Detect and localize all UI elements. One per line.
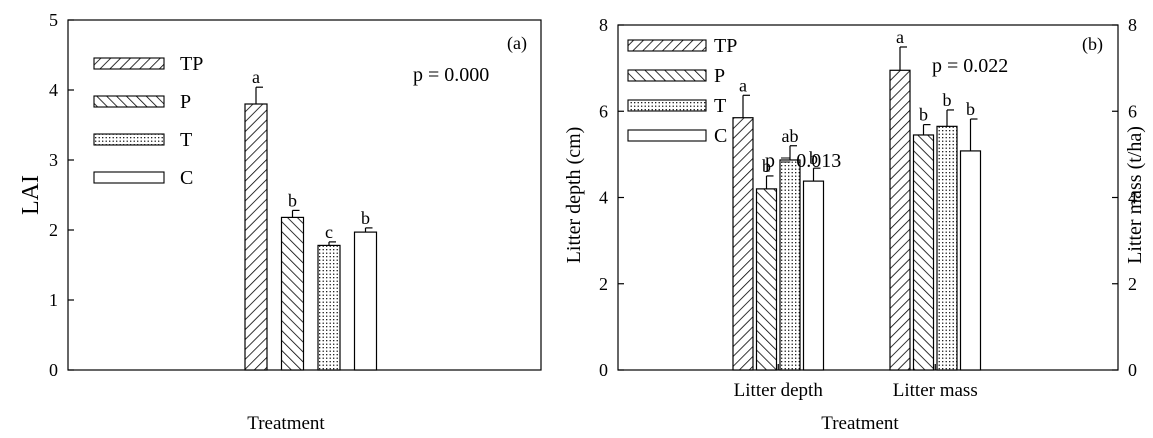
panel-b-p-value-0: p = 0.013 [765,150,841,172]
legend-swatch-b-TP [627,39,707,52]
panel-b-right-y-tick-label: 4 [1128,188,1137,208]
panel-b-p-value-1: p = 0.022 [932,55,1008,77]
panel-a-y-axis-label: LAI [18,175,44,215]
panel-a-bars: a b c b [244,67,378,371]
panel-a-x-axis-label: Treatment [247,413,325,434]
significance-letter-b-0-TP: a [739,75,747,95]
significance-letter-b-0-C: b [809,148,818,168]
panel-b-right-y-tick-label: 0 [1128,360,1137,380]
legend-swatch-a-C [93,171,165,184]
legend-swatch-b-P [627,69,707,82]
panel-b-right-y-tick-label: 6 [1128,101,1137,121]
significance-letter-a-C: b [361,208,370,228]
bar-b-1-TP [889,69,911,371]
significance-letter-b-0-T: ab [782,126,799,146]
significance-letter-a-T: c [325,222,333,242]
legend-label-a-C: C [180,167,193,189]
legend-swatch-b-C [627,129,707,142]
panel-b-right-y-tick-label: 8 [1128,15,1137,35]
panel-a-y-ticks: 0 1 2 3 4 5 [49,10,74,380]
panel-a-y-tick-label: 1 [49,290,58,310]
bar-a-TP [244,103,268,371]
legend-swatch-a-TP [93,57,165,70]
significance-letter-b-1-T: b [943,90,952,110]
bar-b-1-T [936,125,958,371]
panel-a-plot-frame [67,19,542,371]
panel-b-categories: Litter depth Litter mass [734,364,978,401]
significance-letter-b-1-P: b [919,105,928,125]
bar-b-0-P [755,188,778,371]
bar-a-C [353,231,378,371]
significance-letter-b-1-C: b [966,99,975,119]
significance-letter-b-1-TP: a [896,27,904,47]
panel-a-p-value: p = 0.000 [413,64,489,86]
panel-b-left-y-tick-label: 0 [599,360,608,380]
bar-b-1-C [959,150,982,371]
legend-label-a-TP: TP [180,53,203,75]
bar-b-0-TP [732,117,754,371]
legend-label-a-P: P [180,91,191,113]
significance-letter-b-0-P: b [762,156,771,176]
panel-b-left-y-tick-label: 2 [599,274,608,294]
panel-a-y-tick-label: 3 [49,150,58,170]
panel-b-y-axis-label-right: Litter mass (t/ha) [1124,126,1146,264]
panel-b-left-y-tick-label: 4 [599,188,608,208]
panel-b-right-y-tick-label: 2 [1128,274,1137,294]
significance-letter-a-P: b [288,190,297,210]
legend-swatch-b-T [627,99,707,112]
bar-a-P [280,216,305,371]
significance-letter-a-TP: a [252,67,260,87]
legend-label-b-C: C [714,125,727,147]
bar-b-1-P [912,134,935,371]
panel-b-label: (b) [1082,34,1103,55]
panel-a-y-tick-label: 2 [49,220,58,240]
legend-swatch-a-P [93,95,165,108]
panel-b-category-label: Litter mass [893,380,978,401]
panel-b-category-label: Litter depth [734,380,824,401]
bar-b-0-C [802,180,825,371]
panel-a: 0 1 2 3 4 5 a b c b TP PTC (a) p = 0.000 LAI Trea… [18,10,542,434]
panel-b-x-axis-label: Treatment [821,413,899,434]
panel-b-legend: TP PTC [627,35,737,147]
panel-a-y-tick-label: 4 [49,80,58,100]
legend-label-a-T: T [180,129,192,151]
panel-b-left-y-tick-label: 6 [599,101,608,121]
legend-label-b-T: T [714,95,726,117]
legend-swatch-a-T [93,133,165,146]
panel-a-y-tick-label: 5 [49,10,58,30]
legend-label-b-P: P [714,65,725,87]
legend-label-b-TP: TP [714,35,737,57]
panel-b-left-y-tick-label: 8 [599,15,608,35]
panel-a-legend: TP PTC [93,53,203,189]
panel-a-label: (a) [507,33,527,54]
bar-a-T [317,244,341,371]
panel-a-y-tick-label: 0 [49,360,58,380]
panel-b-y-axis-label: Litter depth (cm) [563,127,585,264]
bar-b-0-T [779,159,801,371]
panel-b-y-ticks: 0 0 2 2 4 4 6 6 8 8 [599,15,1137,380]
